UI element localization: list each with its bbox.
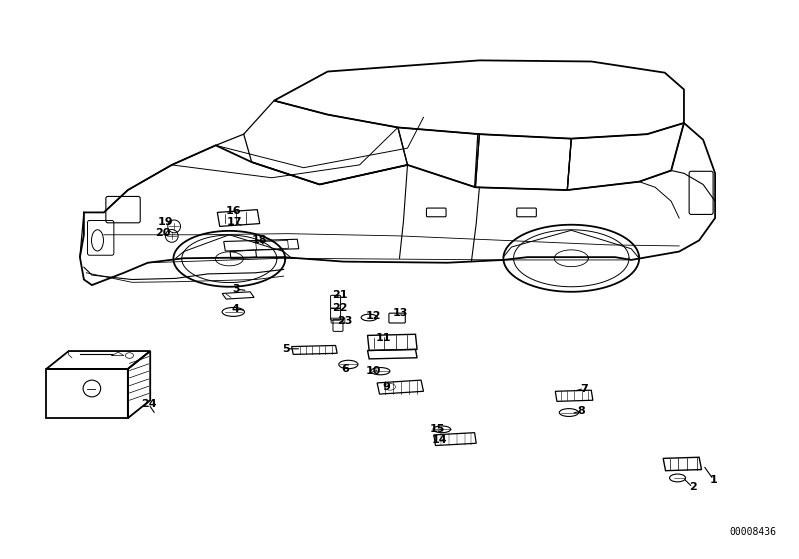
Text: 19: 19: [157, 217, 173, 227]
Text: 24: 24: [141, 399, 157, 409]
Text: 11: 11: [376, 333, 392, 343]
Text: 10: 10: [365, 366, 381, 376]
Text: 16: 16: [225, 206, 241, 216]
Text: 3: 3: [232, 284, 240, 294]
Text: 7: 7: [580, 383, 588, 394]
Text: 17: 17: [227, 217, 243, 228]
Text: 4: 4: [232, 304, 240, 314]
Text: 9: 9: [382, 382, 390, 392]
Text: 8: 8: [578, 406, 586, 416]
Text: 22: 22: [332, 303, 348, 313]
Text: 5: 5: [282, 344, 290, 354]
Text: 21: 21: [332, 290, 348, 300]
Text: 00008436: 00008436: [729, 527, 777, 537]
Text: 1: 1: [710, 475, 718, 485]
Text: 20: 20: [155, 228, 171, 238]
Text: 12: 12: [366, 311, 382, 321]
Text: 15: 15: [429, 424, 445, 434]
Text: 6: 6: [341, 364, 349, 374]
Text: 2: 2: [689, 482, 697, 492]
Text: 23: 23: [337, 316, 353, 326]
Text: 14: 14: [431, 435, 447, 446]
Text: 18: 18: [252, 235, 268, 245]
Text: 13: 13: [392, 308, 408, 318]
